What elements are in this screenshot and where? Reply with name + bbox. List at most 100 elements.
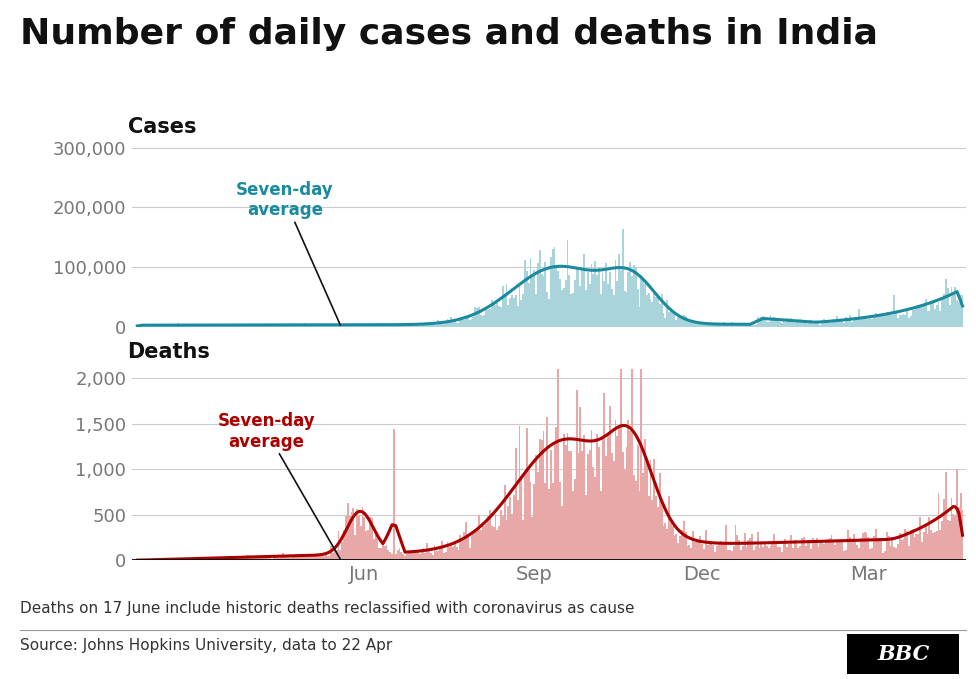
Bar: [648, 496, 650, 560]
Bar: [299, 325, 301, 327]
Bar: [810, 549, 812, 560]
Bar: [839, 320, 841, 327]
Bar: [141, 325, 142, 327]
Bar: [230, 325, 232, 327]
Bar: [452, 322, 454, 327]
Bar: [344, 530, 345, 560]
Bar: [736, 324, 738, 327]
Bar: [164, 325, 166, 327]
Bar: [545, 261, 547, 327]
Bar: [220, 325, 222, 327]
Bar: [853, 320, 855, 327]
Bar: [696, 540, 698, 560]
Bar: [783, 545, 785, 560]
Bar: [408, 552, 410, 560]
Bar: [275, 326, 276, 327]
Bar: [858, 548, 860, 560]
Bar: [770, 546, 771, 560]
Bar: [781, 323, 783, 327]
Bar: [487, 515, 489, 560]
Bar: [705, 530, 707, 560]
Bar: [872, 548, 873, 560]
Bar: [516, 500, 518, 560]
Bar: [947, 288, 949, 327]
Bar: [735, 525, 736, 560]
Bar: [222, 557, 224, 560]
Bar: [594, 261, 596, 327]
Bar: [284, 556, 286, 560]
Bar: [822, 323, 823, 327]
Bar: [598, 267, 600, 327]
Bar: [930, 301, 932, 327]
Bar: [530, 258, 532, 327]
Bar: [371, 325, 373, 327]
Bar: [553, 247, 555, 327]
Bar: [467, 536, 468, 560]
Bar: [611, 453, 613, 560]
Bar: [417, 325, 419, 327]
Bar: [214, 326, 216, 327]
Bar: [325, 325, 327, 327]
Bar: [367, 530, 369, 560]
Bar: [744, 532, 746, 560]
Bar: [671, 313, 673, 327]
Bar: [663, 526, 665, 560]
Bar: [762, 316, 764, 327]
Bar: [733, 325, 735, 327]
Bar: [618, 426, 620, 560]
Bar: [725, 323, 727, 327]
Bar: [886, 532, 888, 560]
Bar: [186, 559, 188, 560]
Bar: [286, 325, 288, 327]
Bar: [768, 548, 770, 560]
Bar: [428, 323, 429, 327]
Bar: [808, 322, 810, 327]
Bar: [855, 317, 856, 327]
Bar: [764, 544, 766, 560]
Bar: [181, 325, 183, 327]
Bar: [243, 557, 245, 560]
Bar: [275, 557, 276, 560]
Bar: [829, 538, 831, 560]
Bar: [290, 557, 292, 560]
Bar: [893, 547, 895, 560]
Bar: [624, 291, 626, 327]
Bar: [711, 323, 712, 327]
Bar: [474, 532, 476, 560]
Bar: [956, 469, 957, 560]
Bar: [908, 546, 910, 560]
Bar: [433, 323, 435, 327]
Bar: [480, 314, 481, 327]
Bar: [570, 452, 572, 560]
Bar: [748, 325, 750, 327]
Bar: [232, 558, 234, 560]
Bar: [500, 510, 502, 560]
Bar: [425, 324, 427, 327]
Bar: [825, 542, 827, 560]
Bar: [168, 559, 170, 560]
Bar: [288, 557, 290, 560]
Bar: [450, 547, 452, 560]
Bar: [350, 512, 352, 560]
Bar: [820, 325, 822, 327]
Bar: [188, 559, 190, 560]
Bar: [465, 521, 467, 560]
Bar: [429, 553, 431, 560]
Bar: [259, 325, 260, 327]
Bar: [251, 558, 253, 560]
Bar: [362, 325, 363, 327]
Bar: [197, 559, 199, 560]
Bar: [288, 325, 290, 327]
Bar: [768, 322, 770, 327]
Bar: [238, 326, 240, 327]
Bar: [620, 270, 622, 327]
Bar: [201, 558, 203, 560]
Bar: [735, 325, 736, 327]
Bar: [738, 323, 740, 327]
Bar: [709, 323, 711, 327]
Bar: [820, 543, 822, 560]
Bar: [688, 321, 690, 327]
Bar: [566, 433, 568, 560]
Bar: [589, 450, 590, 560]
Bar: [901, 540, 903, 560]
